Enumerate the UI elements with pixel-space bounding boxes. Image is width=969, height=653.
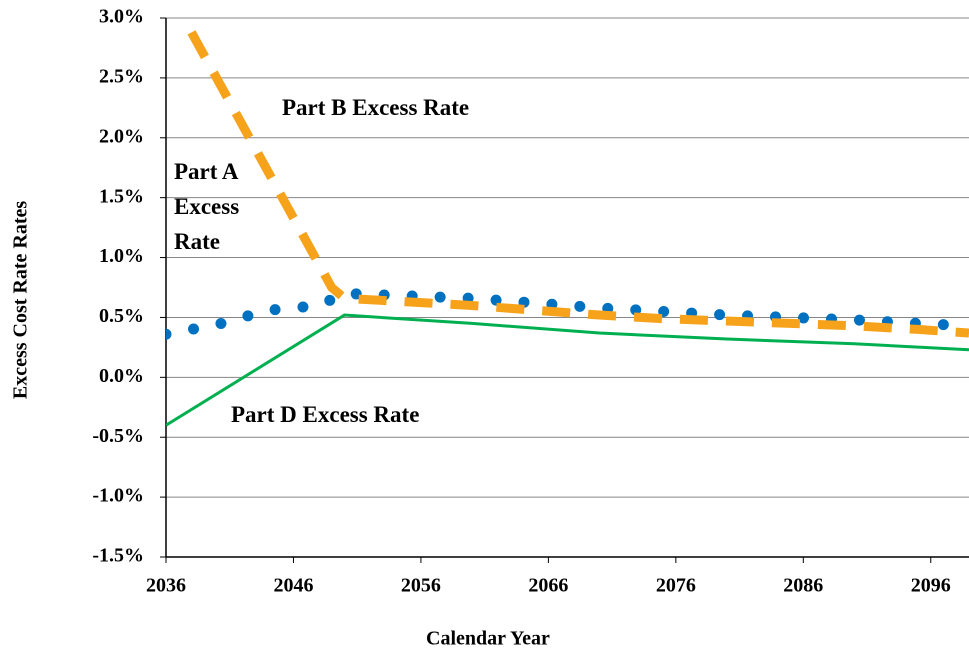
y-tick-label: 2.0% bbox=[99, 125, 144, 147]
x-tick-label: 2096 bbox=[911, 575, 951, 597]
plot-area bbox=[166, 30, 969, 427]
y-tick-label: 0.5% bbox=[99, 305, 144, 327]
y-tick-label: 1.5% bbox=[99, 185, 144, 207]
y-tick-label: 0.0% bbox=[99, 365, 144, 387]
y-tick-label: 1.0% bbox=[99, 245, 144, 267]
x-tick-label: 2066 bbox=[528, 575, 568, 597]
y-tick-label: -1.0% bbox=[92, 485, 144, 507]
x-tick-label: 2046 bbox=[273, 575, 313, 597]
series-line bbox=[166, 287, 969, 340]
y-tick-label: 3.0% bbox=[99, 6, 144, 28]
series-line bbox=[187, 30, 969, 338]
series-label: Part B Excess Rate bbox=[282, 95, 470, 120]
y-tick-label: 2.5% bbox=[99, 65, 144, 87]
y-tick-label: -1.5% bbox=[92, 545, 144, 567]
series-label: Part D Excess Rate bbox=[231, 402, 420, 427]
x-tick-label: 2036 bbox=[146, 575, 186, 597]
x-axis-title: Calendar Year bbox=[426, 628, 550, 650]
x-tick-label: 2076 bbox=[656, 575, 696, 597]
series-label: Part A Excess Rate bbox=[174, 159, 240, 254]
y-tick-label: -0.5% bbox=[92, 425, 144, 447]
x-tick-label: 2056 bbox=[401, 575, 441, 597]
y-axis-title: Excess Cost Rate Rates bbox=[10, 201, 32, 400]
x-tick-label: 2086 bbox=[783, 575, 823, 597]
series-line bbox=[166, 313, 969, 427]
